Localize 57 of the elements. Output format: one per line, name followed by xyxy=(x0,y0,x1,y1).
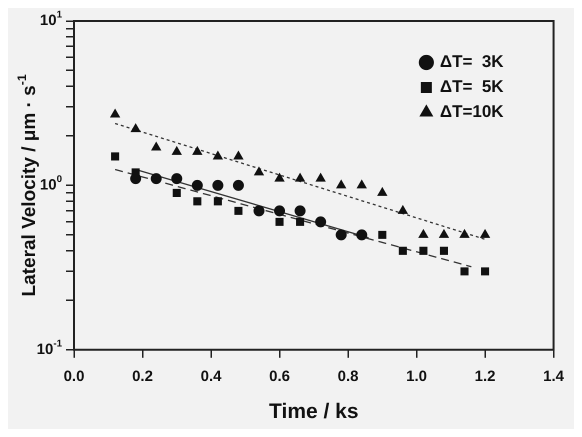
point xyxy=(460,267,469,276)
point xyxy=(275,218,284,226)
point xyxy=(440,246,448,255)
point xyxy=(356,180,367,188)
point xyxy=(234,150,244,160)
point xyxy=(336,180,346,188)
point xyxy=(296,218,304,226)
point xyxy=(356,229,368,240)
point xyxy=(481,267,490,276)
point xyxy=(377,187,388,196)
point xyxy=(315,216,326,228)
point xyxy=(214,197,222,206)
point xyxy=(234,206,242,215)
point xyxy=(274,205,286,216)
x-axis-title: Time / ks xyxy=(269,400,359,424)
point xyxy=(460,229,470,238)
point xyxy=(171,173,182,184)
point xyxy=(213,150,223,160)
x-tick-label: 0.8 xyxy=(338,368,358,385)
point xyxy=(193,197,202,206)
point xyxy=(151,142,162,151)
x-tick-label: 0.4 xyxy=(200,368,222,385)
point xyxy=(295,173,305,182)
x-tick-label: 1.0 xyxy=(406,368,427,385)
x-tick-label: 0.0 xyxy=(64,368,84,385)
x-tick-label: 1.4 xyxy=(543,368,565,385)
point xyxy=(294,205,306,216)
point xyxy=(130,173,142,184)
point xyxy=(480,229,490,238)
point xyxy=(253,205,264,216)
point xyxy=(274,173,284,182)
point xyxy=(378,230,386,239)
x-tick-label: 1.2 xyxy=(474,368,496,385)
point xyxy=(192,146,202,155)
point xyxy=(212,180,224,191)
point xyxy=(398,246,407,255)
point xyxy=(439,229,449,238)
legend-label: ΔT= 3K xyxy=(440,52,504,72)
y-axis-title: Lateral Velocity / μm · s-1 xyxy=(14,74,40,296)
point xyxy=(398,205,408,214)
point xyxy=(254,166,264,176)
point xyxy=(150,173,162,184)
point xyxy=(419,246,428,255)
point xyxy=(316,173,326,182)
legend-label: ΔT= 5K xyxy=(440,77,504,96)
point xyxy=(418,229,428,238)
point xyxy=(110,108,120,118)
x-tick-label: 0.2 xyxy=(132,368,153,385)
legend-label: ΔT=10K xyxy=(440,102,504,122)
point xyxy=(172,146,182,155)
point xyxy=(130,124,140,132)
point xyxy=(172,188,181,197)
point xyxy=(232,180,244,191)
point xyxy=(111,152,120,160)
point xyxy=(192,180,203,191)
x-tick-label: 0.6 xyxy=(269,368,290,385)
point xyxy=(336,229,347,240)
